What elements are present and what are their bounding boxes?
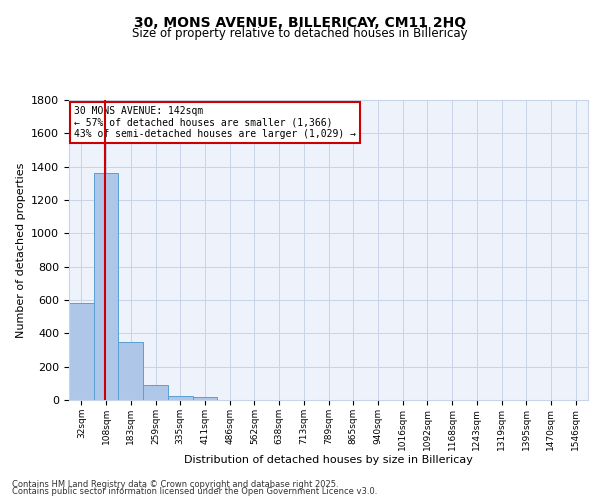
Text: 30, MONS AVENUE, BILLERICAY, CM11 2HQ: 30, MONS AVENUE, BILLERICAY, CM11 2HQ [134, 16, 466, 30]
Text: Size of property relative to detached houses in Billericay: Size of property relative to detached ho… [132, 26, 468, 40]
Y-axis label: Number of detached properties: Number of detached properties [16, 162, 26, 338]
Bar [193, 396, 217, 400]
Bar [69, 304, 94, 400]
Bar [143, 385, 168, 400]
Bar [118, 342, 143, 400]
Text: 30 MONS AVENUE: 142sqm
← 57% of detached houses are smaller (1,366)
43% of semi-: 30 MONS AVENUE: 142sqm ← 57% of detached… [74, 106, 356, 139]
Text: Contains HM Land Registry data © Crown copyright and database right 2025.: Contains HM Land Registry data © Crown c… [12, 480, 338, 489]
Text: Contains public sector information licensed under the Open Government Licence v3: Contains public sector information licen… [12, 487, 377, 496]
Bar [168, 396, 193, 400]
X-axis label: Distribution of detached houses by size in Billericay: Distribution of detached houses by size … [184, 456, 473, 466]
Bar [94, 172, 118, 400]
